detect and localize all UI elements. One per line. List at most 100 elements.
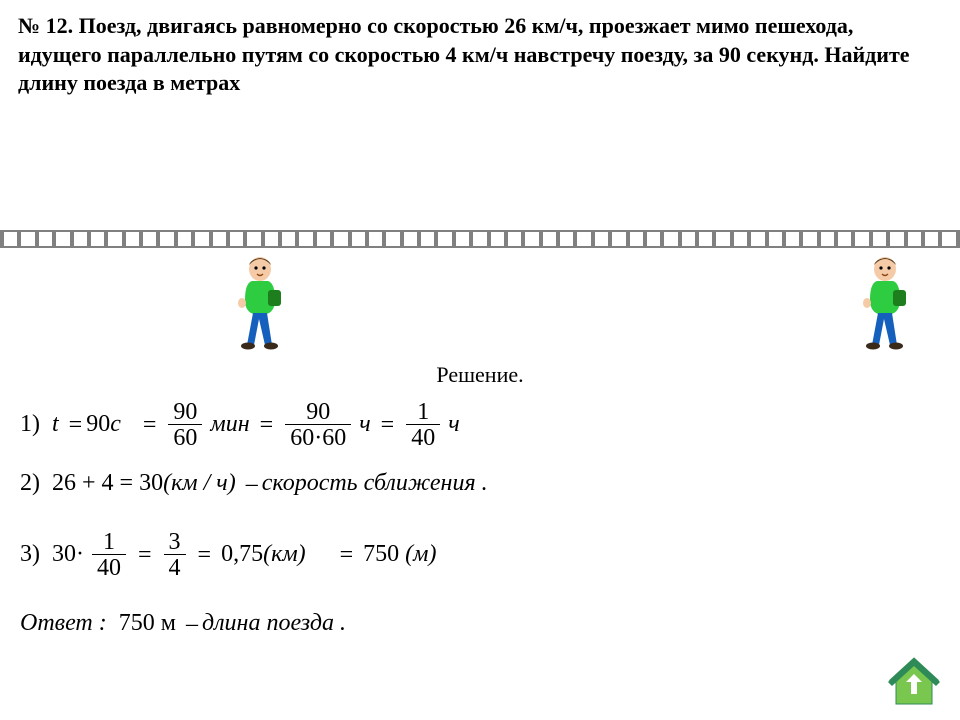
rail-tie: [452, 232, 456, 246]
expression: 30·: [52, 541, 84, 567]
rail-tie: [504, 232, 508, 246]
rail-tie: [678, 232, 682, 246]
rail-tie: [70, 232, 74, 246]
rail-tie: [626, 232, 630, 246]
rail-tie: [261, 232, 265, 246]
house-icon: [886, 656, 942, 708]
home-button[interactable]: [886, 656, 942, 708]
rail-tie: [556, 232, 560, 246]
rail-tie: [921, 232, 925, 246]
equals: =: [381, 412, 395, 438]
rail-tie: [660, 232, 664, 246]
dash: –: [186, 611, 198, 637]
step-number: 3): [20, 541, 40, 567]
unit: мин: [210, 411, 249, 437]
value: 750: [363, 541, 399, 567]
rail-tie: [869, 232, 873, 246]
railway-track: [0, 230, 960, 248]
numerator: 1: [92, 530, 126, 555]
solution-step-2: 2) 26 + 4 = 30(км / ч) –скорость сближен…: [20, 470, 488, 498]
variable-t: t: [52, 411, 59, 437]
unit: ч: [359, 411, 370, 437]
rail-tie: [35, 232, 39, 246]
numerator: 90: [285, 400, 351, 425]
rail-tie: [487, 232, 491, 246]
rail-tie: [539, 232, 543, 246]
equals: =: [260, 412, 274, 438]
numerator: 1: [406, 400, 440, 425]
rail-tie: [886, 232, 890, 246]
rail-tie: [0, 232, 4, 246]
value: 0,75: [221, 541, 263, 567]
fraction: 90 60: [168, 400, 202, 451]
rail-tie: [209, 232, 213, 246]
rail-tie: [226, 232, 230, 246]
denominator: 60·60: [285, 425, 351, 451]
answer-label: Ответ :: [20, 610, 107, 636]
rail-tie: [643, 232, 647, 246]
rail-tie: [608, 232, 612, 246]
rail-bottom-line: [0, 246, 960, 248]
rail-tie: [156, 232, 160, 246]
rail-tie: [278, 232, 282, 246]
rail-tie: [365, 232, 369, 246]
unit: с: [110, 411, 121, 437]
solution-answer: Ответ : 750 м –длина поезда .: [20, 610, 346, 638]
rail-tie: [591, 232, 595, 246]
rail-tie: [782, 232, 786, 246]
pedestrian-figure-2: [850, 255, 920, 350]
walker-icon: [850, 255, 920, 350]
rail-tie: [17, 232, 21, 246]
value: 90: [86, 411, 110, 437]
solution-step-3: 3) 30· 1 40 = 3 4 = 0,75(км) = 750 (м): [20, 530, 436, 581]
rail-tie: [52, 232, 56, 246]
expression: 26 + 4 = 30: [52, 470, 163, 496]
unit: (км / ч): [163, 470, 236, 496]
equals: =: [138, 542, 152, 568]
rail-tie: [104, 232, 108, 246]
rail-tie: [122, 232, 126, 246]
rail-tie: [330, 232, 334, 246]
rail-tie: [799, 232, 803, 246]
rail-tie: [434, 232, 438, 246]
rail-tie: [382, 232, 386, 246]
equals: =: [69, 412, 83, 438]
rail-tie: [938, 232, 942, 246]
rail-tie: [695, 232, 699, 246]
walker-icon: [225, 255, 295, 350]
rail-tie: [521, 232, 525, 246]
step-number: 1): [20, 411, 40, 437]
rail-tie: [851, 232, 855, 246]
pedestrian-figure-1: [225, 255, 295, 350]
equals: =: [143, 412, 157, 438]
rail-tie: [765, 232, 769, 246]
rail-tie: [904, 232, 908, 246]
rail-tie: [174, 232, 178, 246]
unit: (км): [263, 541, 306, 567]
fraction: 3 4: [164, 530, 186, 581]
numerator: 90: [168, 400, 202, 425]
denominator: 60: [168, 425, 202, 451]
problem-number: № 12.: [18, 13, 73, 38]
rail-tie: [573, 232, 577, 246]
solution-heading: Решение.: [0, 362, 960, 388]
rail-tie: [469, 232, 473, 246]
rail-tie: [730, 232, 734, 246]
denominator: 4: [164, 555, 186, 581]
unit: (м): [405, 541, 436, 567]
rail-tie: [834, 232, 838, 246]
solution-step-1: 1) t =90с = 90 60 мин = 90 60·60 ч = 1 4…: [20, 400, 460, 451]
unit: ч: [448, 411, 459, 437]
fraction: 90 60·60: [285, 400, 351, 451]
denominator: 40: [406, 425, 440, 451]
rail-tie: [400, 232, 404, 246]
rail-tie: [295, 232, 299, 246]
numerator: 3: [164, 530, 186, 555]
rail-tie: [817, 232, 821, 246]
rail-tie: [712, 232, 716, 246]
rail-tie: [417, 232, 421, 246]
answer-description: длина поезда .: [202, 610, 346, 636]
rail-tie: [243, 232, 247, 246]
rail-tie: [747, 232, 751, 246]
rail-tie: [87, 232, 91, 246]
